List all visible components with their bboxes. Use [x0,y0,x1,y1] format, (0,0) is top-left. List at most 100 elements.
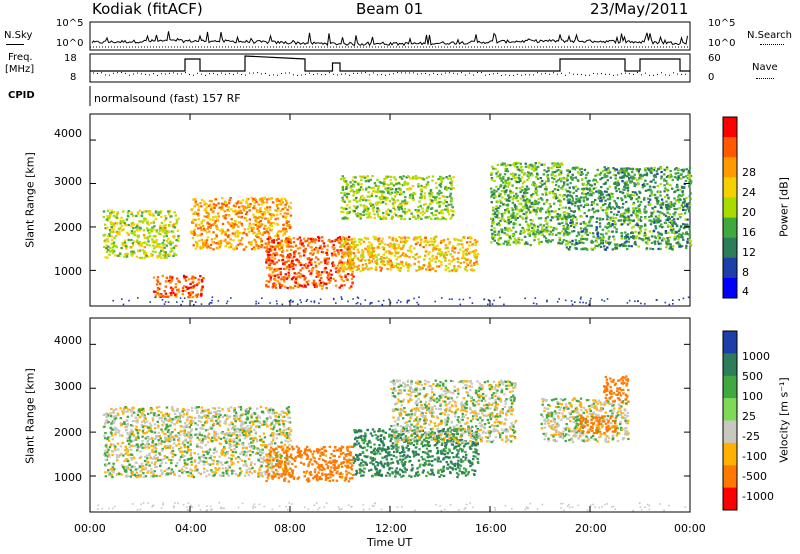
power-echo-cell [562,194,565,197]
power-echo-cell [678,243,682,246]
power-echo-cell [212,203,215,206]
nave-point [433,72,434,74]
power-echo-cell [508,227,511,230]
power-echo-cell [532,228,536,231]
power-echo-cell [621,171,624,174]
power-echo-cell [444,187,447,190]
power-noise-cell [413,297,415,300]
power-echo-cell [346,197,349,200]
power-echo-cell [596,173,599,176]
power-echo-cell [176,289,179,292]
power-noise-cell [290,299,292,301]
power-echo-cell [567,172,570,176]
power-echo-cell [626,223,630,226]
power-echo-cell [641,183,644,187]
power-echo-cell [354,176,357,179]
power-echo-cell [456,260,460,264]
power-echo-cell [550,210,553,213]
power-echo-cell [670,247,674,250]
power-echo-cell [462,250,465,253]
power-echo-cell [527,208,530,211]
power-echo-cell [500,201,503,204]
power-echo-cell [342,199,345,202]
power-echo-cell [513,162,516,165]
power-echo-cell [571,173,574,176]
power-echo-cell [594,244,597,247]
power-echo-cell [109,246,112,249]
power-echo-cell [389,245,393,248]
power-echo-cell [317,235,320,239]
power-echo-cell [223,210,227,213]
power-echo-cell [601,197,604,200]
power-echo-cell [359,213,362,216]
nave-point [597,73,598,75]
power-echo-cell [274,218,277,221]
power-echo-cell [608,185,612,188]
power-echo-cell [526,242,529,245]
power-echo-cell [106,215,109,218]
power-echo-cell [201,224,205,227]
power-echo-cell [689,197,692,200]
power-echo-cell [545,170,549,173]
power-echo-cell [570,195,573,198]
power-echo-cell [626,189,630,192]
power-echo-cell [161,230,164,233]
power-echo-cell [528,163,531,166]
power-echo-cell [439,185,443,188]
power-echo-cell [590,203,593,206]
power-echo-cell [209,224,212,227]
power-echo-cell [444,264,448,268]
power-echo-cell [321,284,324,288]
power-echo-cell [127,233,130,236]
power-echo-cell [214,224,218,227]
power-echo-cell [632,211,635,214]
power-echo-cell [269,247,272,250]
power-echo-cell [349,259,353,262]
power-echo-cell [519,166,523,169]
power-echo-cell [197,227,200,230]
power-echo-cell [574,204,577,207]
power-echo-cell [535,231,539,234]
power-echo-cell [590,239,593,242]
power-echo-cell [563,217,566,220]
power-noise-cell [556,301,559,303]
power-echo-cell [326,248,329,251]
power-echo-cell [309,238,312,241]
power-echo-cell [413,177,416,180]
power-echo-cell [374,184,378,187]
power-echo-cell [674,235,677,238]
power-echo-cell [603,169,607,172]
power-echo-cell [152,244,155,247]
power-echo-cell [626,186,630,190]
power-echo-cell [376,239,380,242]
power-echo-cell [160,293,163,296]
power-echo-cell [566,178,569,181]
power-echo-cell [652,210,656,213]
power-echo-cell [131,252,134,255]
power-noise-cell [310,300,313,303]
power-echo-cell [135,229,139,232]
power-noise-cell [582,301,584,304]
power-echo-cell [324,266,328,270]
power-echo-cell [407,175,411,178]
power-echo-cell [671,215,674,218]
power-echo-cell [281,208,284,211]
power-echo-cell [253,204,256,208]
power-echo-cell [420,177,423,180]
power-echo-cell [617,171,620,174]
power-echo-cell [145,254,148,257]
power-echo-cell [596,210,600,213]
power-echo-cell [400,247,403,251]
power-echo-cell [674,172,677,175]
power-echo-cell [394,208,397,211]
power-echo-cell [528,201,531,204]
power-echo-cell [376,258,379,261]
power-echo-cell [612,219,615,222]
power-echo-cell [537,201,541,204]
power-echo-cell [610,211,613,214]
power-echo-cell [620,237,623,240]
power-echo-cell [127,223,130,227]
power-echo-cell [474,249,478,252]
power-echo-cell [682,223,685,226]
nave-point [521,74,522,76]
